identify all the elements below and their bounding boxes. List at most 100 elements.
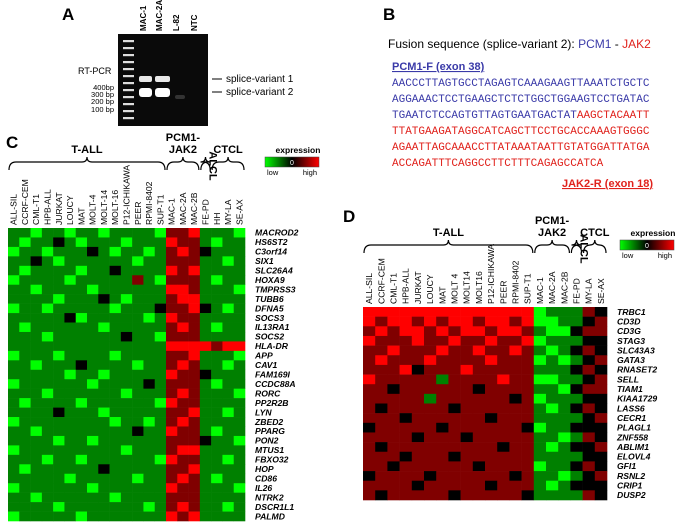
heatmap-cell <box>533 316 547 327</box>
heatmap-cell <box>53 511 65 522</box>
heatmap-cell <box>109 435 122 446</box>
heatmap-cell <box>594 384 608 395</box>
heatmap-cell <box>521 490 535 501</box>
heatmap-cell <box>460 432 474 443</box>
gene-label: NTRK2 <box>255 492 284 502</box>
panel-label: D <box>343 207 355 226</box>
heatmap-cell <box>521 307 535 317</box>
heatmap-cell <box>143 265 156 276</box>
heatmap-cell <box>211 331 223 342</box>
primer-label: PCM1-F (exon 38) <box>392 61 485 73</box>
heatmap-cell <box>120 379 133 389</box>
heatmap-cell <box>472 393 486 404</box>
heatmap-cell <box>177 445 189 456</box>
heatmap-cell <box>19 492 31 503</box>
heatmap-cell <box>509 413 522 424</box>
heatmap-cell <box>30 369 43 380</box>
heatmap-cell <box>120 511 133 522</box>
heatmap-cell <box>19 275 31 286</box>
heatmap-cell <box>375 480 388 491</box>
heatmap-cell <box>211 341 223 352</box>
heatmap-cell <box>109 350 122 361</box>
heatmap-cell <box>521 364 535 375</box>
heatmap-cell <box>87 256 99 267</box>
heatmap-cell <box>154 445 167 456</box>
sample-label: MAT <box>76 207 86 225</box>
heatmap-cell <box>41 454 54 465</box>
heatmap-cell <box>87 360 99 371</box>
heatmap-cell <box>177 473 189 484</box>
heatmap-cell <box>41 228 54 238</box>
heatmap-cell <box>64 502 77 512</box>
sample-label: JURKAT <box>413 270 423 304</box>
heatmap-cell <box>570 490 583 501</box>
heatmap-cell <box>375 403 388 414</box>
heatmap-cell <box>222 331 235 342</box>
heatmap-cell <box>533 490 547 501</box>
heatmap-cell <box>143 379 156 389</box>
band-label: splice-variant 2 <box>226 87 294 98</box>
heatmap-cell <box>222 237 235 248</box>
heatmap-cell <box>546 393 559 404</box>
heatmap-cell <box>424 480 437 491</box>
heatmap-cell <box>509 480 522 491</box>
heatmap-cell <box>98 331 110 342</box>
gene-label: GFI1 <box>617 461 636 471</box>
heatmap-cell <box>233 445 246 456</box>
heatmap-cell <box>120 492 133 503</box>
heatmap-cell <box>19 483 31 493</box>
heatmap-cell <box>109 388 122 399</box>
heatmap-cell <box>411 355 425 366</box>
heatmap-cell <box>166 379 178 389</box>
heatmap-cell <box>98 341 110 352</box>
heatmap-cell <box>399 355 413 366</box>
heatmap-cell <box>582 480 596 491</box>
heatmap-cell <box>8 322 20 333</box>
heatmap-cell <box>143 398 156 408</box>
heatmap-cell <box>399 326 413 337</box>
heatmap-cell <box>64 435 77 446</box>
heatmap-cell <box>41 464 54 475</box>
heatmap-cell <box>399 451 413 462</box>
heatmap-cell <box>109 369 122 380</box>
heatmap-cell <box>222 256 235 267</box>
group-label: PCM1- <box>535 215 570 227</box>
ladder-band <box>123 110 134 113</box>
heatmap-cell <box>521 326 535 337</box>
heatmap-cell <box>199 275 212 286</box>
heatmap-cell <box>533 471 547 481</box>
heatmap-cell <box>30 473 43 484</box>
sample-label: MAC-2B <box>559 271 569 304</box>
heatmap-cell <box>558 461 571 472</box>
heatmap-cell <box>497 384 510 395</box>
gene-label: FAM169I <box>255 370 290 380</box>
heatmap-cell <box>472 422 486 433</box>
heatmap-cell <box>53 492 65 503</box>
heatmap-cell <box>64 313 77 323</box>
sample-label: SE-AX <box>234 199 244 225</box>
heatmap-cell <box>188 294 201 304</box>
heatmap-cell <box>399 471 413 481</box>
heatmap-cell <box>8 246 20 257</box>
heatmap-cell <box>233 435 246 446</box>
ladder-band <box>123 61 134 64</box>
heatmap-cell <box>233 322 246 333</box>
heatmap-cell <box>199 454 212 465</box>
heatmap-cell <box>411 442 425 453</box>
heatmap-cell <box>188 303 201 314</box>
heatmap-cell <box>75 237 88 248</box>
heatmap-cell <box>399 374 413 385</box>
heatmap-cell <box>558 432 571 443</box>
heatmap-cell <box>98 454 110 465</box>
heatmap-cell <box>8 502 20 512</box>
heatmap-cell <box>53 445 65 456</box>
sample-label: MAT <box>437 286 447 304</box>
heatmap-cell <box>166 303 178 314</box>
heatmap-cell <box>387 393 400 404</box>
marker-label: 100 bp <box>91 105 114 114</box>
heatmap-cell <box>30 360 43 371</box>
heatmap-cell <box>570 403 583 414</box>
heatmap-cell <box>177 379 189 389</box>
sample-label: P12-ICHIKAWA <box>486 244 496 304</box>
heatmap-cell <box>558 364 571 375</box>
